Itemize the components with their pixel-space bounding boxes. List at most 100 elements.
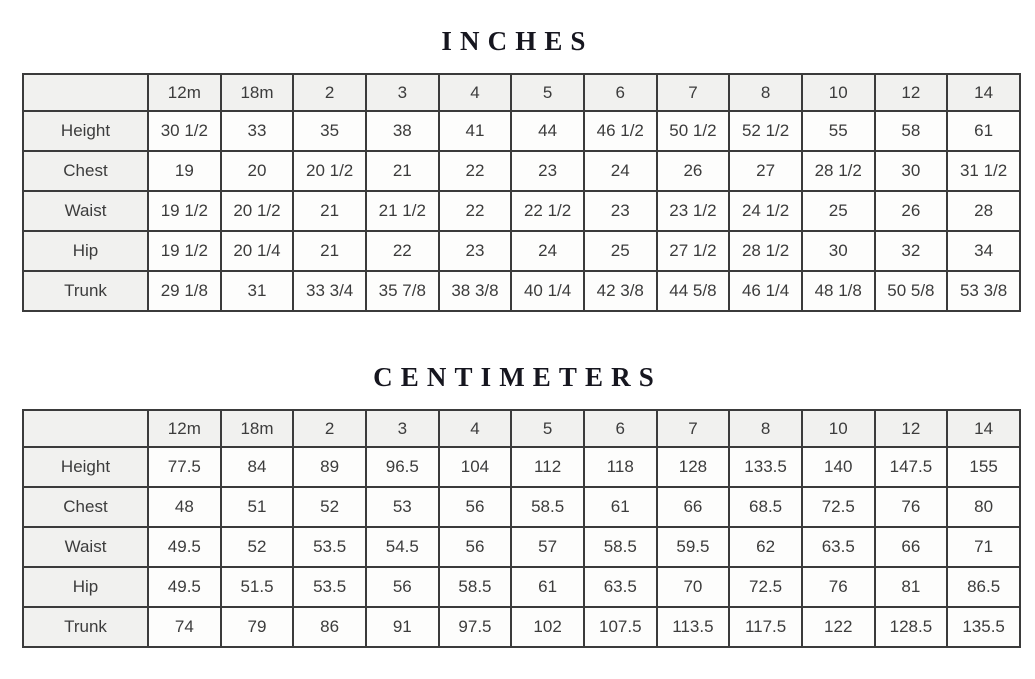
table-cell: 53.5 — [292, 566, 367, 608]
table-cell: 20 1/2 — [219, 190, 295, 232]
table-cell: 117.5 — [728, 606, 803, 648]
table-cell: 33 3/4 — [292, 270, 367, 312]
table-cell: 53.5 — [292, 526, 367, 568]
table-cell: 24 — [582, 150, 658, 192]
table-cell: 20 1/4 — [219, 230, 295, 272]
table-cell: 62 — [728, 526, 803, 568]
table-cell: 51 — [219, 486, 295, 528]
table-cell: 66 — [655, 486, 731, 528]
table-cell: 23 1/2 — [655, 190, 731, 232]
table-cell: 61 — [946, 110, 1021, 152]
table-cell: 140 — [800, 446, 876, 488]
table-row-waist: Waist 19 1/2 20 1/2 21 21 1/2 22 22 1/2 23 23 1/… — [22, 190, 1021, 232]
table-row-height: Height 77.5 84 89 96.5 104 112 118 128 133.5 140 14… — [22, 446, 1021, 488]
row-label-height: Height — [22, 110, 149, 152]
column-header-8: 8 — [728, 409, 803, 448]
table-cell: 40 1/4 — [510, 270, 585, 312]
table-cell: 22 — [437, 150, 513, 192]
table-cell: 23 — [437, 230, 513, 272]
table-cell: 107.5 — [582, 606, 658, 648]
table-cell: 56 — [437, 526, 513, 568]
column-header-18m: 18m — [219, 73, 295, 112]
table-cell: 86.5 — [946, 566, 1021, 608]
table-cell: 56 — [437, 486, 513, 528]
table-cell: 26 — [655, 150, 731, 192]
table-cell: 86 — [292, 606, 367, 648]
table-cell: 20 1/2 — [292, 150, 367, 192]
column-header-2: 2 — [292, 409, 367, 448]
table-cell: 96.5 — [364, 446, 440, 488]
table-cell: 28 — [946, 190, 1021, 232]
table-cell: 51.5 — [219, 566, 295, 608]
table-cell: 59.5 — [655, 526, 731, 568]
table-cell: 58.5 — [582, 526, 658, 568]
column-header-10: 10 — [800, 73, 876, 112]
table-cell: 23 — [510, 150, 585, 192]
table-cell: 28 1/2 — [800, 150, 876, 192]
table-cell: 26 — [873, 190, 949, 232]
table-cell: 23 — [582, 190, 658, 232]
column-header-3: 3 — [364, 409, 440, 448]
column-header-4: 4 — [437, 73, 513, 112]
table-cell: 35 — [292, 110, 367, 152]
table-cell: 21 — [292, 230, 367, 272]
column-header-12m: 12m — [147, 73, 222, 112]
table-cell: 113.5 — [655, 606, 731, 648]
table-row-hip: Hip 19 1/2 20 1/4 21 22 23 24 25 27 1/2 28 1/2 30 3… — [22, 230, 1021, 272]
table-cell: 22 1/2 — [510, 190, 585, 232]
table-cell: 63.5 — [800, 526, 876, 568]
row-label-hip: Hip — [22, 566, 149, 608]
table-cell: 22 — [364, 230, 440, 272]
column-header-12: 12 — [873, 409, 949, 448]
corner-cell — [22, 73, 149, 112]
table-cell: 24 — [510, 230, 585, 272]
corner-cell — [22, 409, 149, 448]
table-cell: 74 — [147, 606, 222, 648]
table-row-trunk: Trunk 29 1/8 31 33 3/4 35 7/8 38 3/8 40 1/4 42 … — [22, 270, 1021, 312]
table-cell: 19 1/2 — [147, 230, 222, 272]
table-cell: 68.5 — [728, 486, 803, 528]
table-cell: 34 — [946, 230, 1021, 272]
table-cell: 30 1/2 — [147, 110, 222, 152]
column-header-12m: 12m — [147, 409, 222, 448]
table-cell: 70 — [655, 566, 731, 608]
column-header-6: 6 — [582, 73, 658, 112]
table-cell: 29 1/8 — [147, 270, 222, 312]
row-label-chest: Chest — [22, 150, 149, 192]
table-cell: 19 1/2 — [147, 190, 222, 232]
table-row-chest: Chest 48 51 52 53 56 58.5 61 66 68.5 72.5 76 80 — [22, 486, 1021, 528]
table-cell: 61 — [582, 486, 658, 528]
column-header-2: 2 — [292, 73, 367, 112]
table-cell: 31 1/2 — [946, 150, 1021, 192]
table-cell: 22 — [437, 190, 513, 232]
centimeters-table-title: CENTIMETERS — [373, 362, 662, 392]
table-cell: 133.5 — [728, 446, 803, 488]
table-cell: 112 — [510, 446, 585, 488]
table-cell: 25 — [800, 190, 876, 232]
table-cell: 20 — [219, 150, 295, 192]
centimeters-size-table: 12m 18m 2 3 4 5 6 7 8 10 12 14 Height 77.5 84 89 96.5 10… — [22, 409, 1021, 648]
table-cell: 21 — [292, 190, 367, 232]
row-label-trunk: Trunk — [22, 606, 149, 648]
column-header-6: 6 — [582, 409, 658, 448]
table-cell: 50 5/8 — [873, 270, 949, 312]
table-cell: 128 — [655, 446, 731, 488]
table-cell: 72.5 — [800, 486, 876, 528]
table-cell: 118 — [582, 446, 658, 488]
column-header-10: 10 — [800, 409, 876, 448]
table-cell: 81 — [873, 566, 949, 608]
table-cell: 76 — [873, 486, 949, 528]
table-cell: 21 1/2 — [364, 190, 440, 232]
table-cell: 76 — [800, 566, 876, 608]
table-row-height: Height 30 1/2 33 35 38 41 44 46 1/2 50 1/2 52 1/2… — [22, 110, 1021, 152]
table-cell: 52 — [219, 526, 295, 568]
table-cell: 122 — [800, 606, 876, 648]
table-cell: 28 1/2 — [728, 230, 803, 272]
row-label-hip: Hip — [22, 230, 149, 272]
table-cell: 58.5 — [437, 566, 513, 608]
table-cell: 46 1/4 — [728, 270, 803, 312]
table-cell: 44 — [510, 110, 585, 152]
table-cell: 97.5 — [437, 606, 513, 648]
table-cell: 135.5 — [946, 606, 1021, 648]
